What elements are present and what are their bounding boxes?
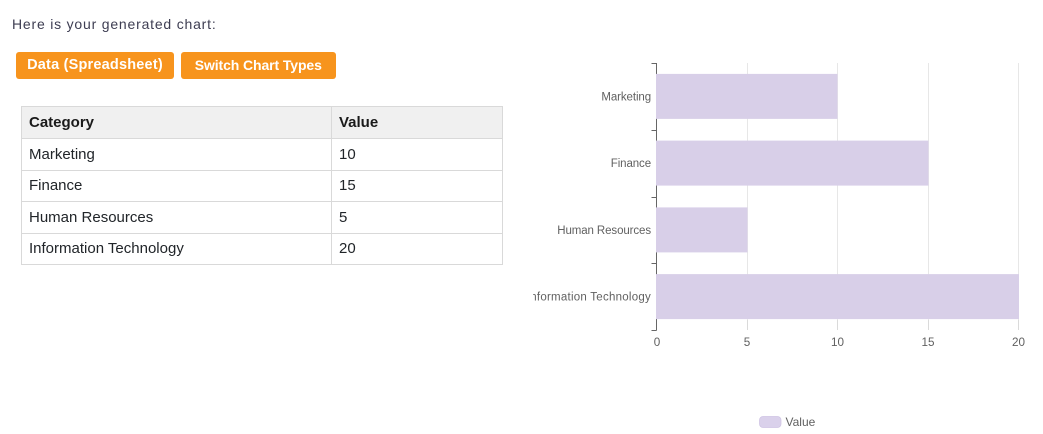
svg-text:Human Resources: Human Resources	[557, 225, 651, 237]
svg-text:15: 15	[921, 336, 935, 349]
svg-text:10: 10	[831, 336, 845, 349]
svg-text:Value: Value	[786, 415, 816, 429]
svg-text:Marketing: Marketing	[601, 91, 651, 103]
svg-text:0: 0	[654, 336, 661, 349]
svg-text:Finance: Finance	[611, 158, 651, 170]
svg-text:20: 20	[1012, 336, 1026, 349]
svg-text:5: 5	[744, 336, 751, 349]
svg-text:Information Technology: Information Technology	[533, 292, 651, 304]
